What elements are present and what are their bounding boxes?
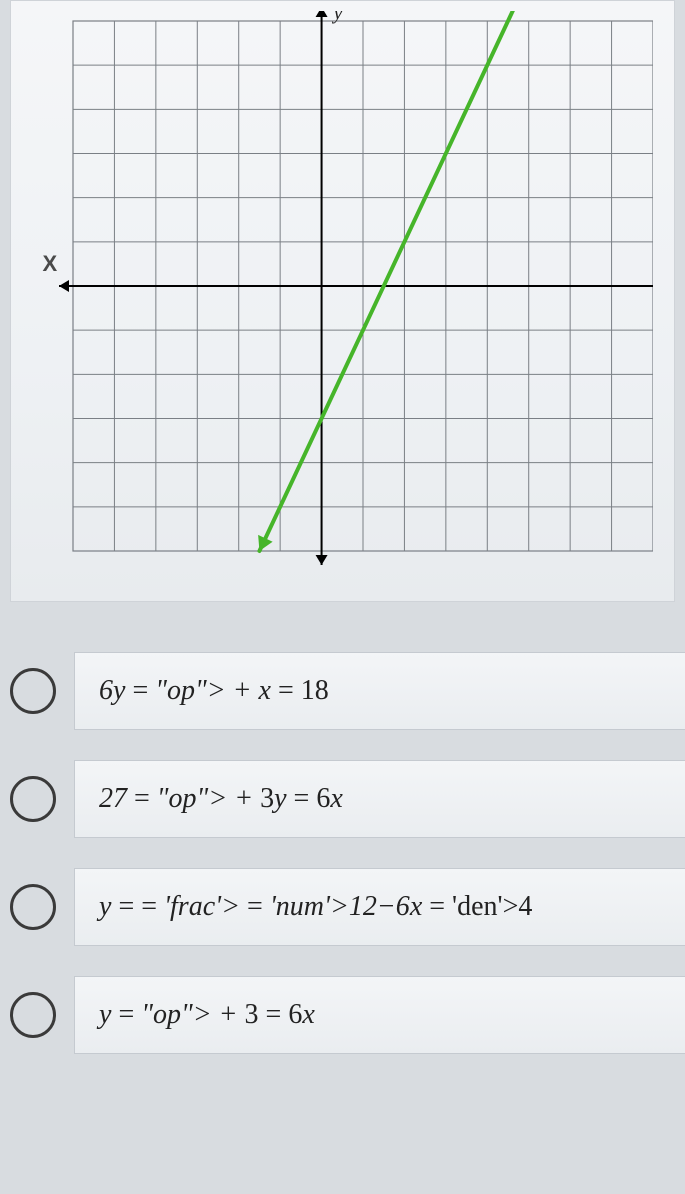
answer-option-c[interactable]: y = = 'frac'> = 'num'>12−6x = 'den'>4 — [10, 868, 685, 946]
radio-a[interactable] — [10, 668, 56, 714]
answer-text-a: 6y = "op"> + x = 18 — [74, 652, 685, 730]
answer-option-b[interactable]: 27 = "op"> + 3y = 6x — [10, 760, 685, 838]
close-x-label: X — [43, 251, 58, 277]
svg-text:y: y — [331, 11, 342, 24]
answer-option-d[interactable]: y = "op"> + 3 = 6x — [10, 976, 685, 1054]
answer-text-b: 27 = "op"> + 3y = 6x — [74, 760, 685, 838]
chart-panel: y X — [10, 0, 675, 602]
coordinate-graph: y — [33, 11, 653, 571]
question-container: y X 6y = "op"> + x = 18 27 = "op"> + 3y =… — [0, 0, 685, 1054]
chart-wrap: y X — [33, 11, 653, 571]
radio-c[interactable] — [10, 884, 56, 930]
answer-text-d: y = "op"> + 3 = 6x — [74, 976, 685, 1054]
answer-text-c: y = = 'frac'> = 'num'>12−6x = 'den'>4 — [74, 868, 685, 946]
radio-b[interactable] — [10, 776, 56, 822]
radio-d[interactable] — [10, 992, 56, 1038]
answers-list: 6y = "op"> + x = 18 27 = "op"> + 3y = 6x y… — [0, 652, 685, 1054]
answer-option-a[interactable]: 6y = "op"> + x = 18 — [10, 652, 685, 730]
